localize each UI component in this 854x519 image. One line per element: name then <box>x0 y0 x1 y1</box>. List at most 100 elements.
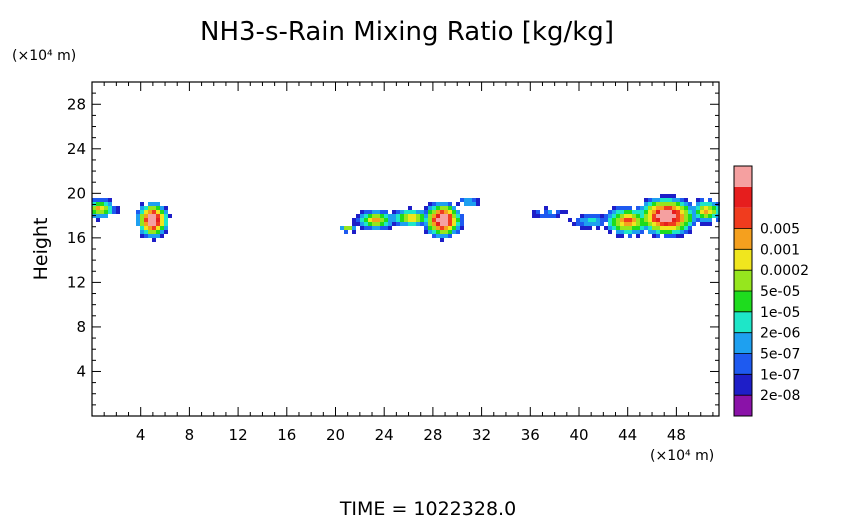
heatmap-cell <box>404 218 408 222</box>
heatmap-cell <box>432 234 436 238</box>
heatmap-cell <box>360 218 364 222</box>
heatmap-cell <box>668 214 672 218</box>
heatmap-cell <box>640 206 644 210</box>
heatmap-cell <box>700 206 704 210</box>
heatmap-cell <box>624 222 628 226</box>
heatmap-cell <box>452 230 456 234</box>
heatmap-cell <box>116 206 120 210</box>
heatmap-cell <box>148 210 152 214</box>
y-axis-label: Height <box>30 218 52 281</box>
heatmap-cell <box>428 214 432 218</box>
heatmap-cell <box>656 210 660 214</box>
heatmap-cell <box>380 210 384 214</box>
heatmap-cell <box>140 210 144 214</box>
colorbar: 2e-08 1e-07 5e-07 2e-06 1e-05 5e-05 0.0002 0.00… <box>733 165 809 417</box>
heatmap-cell <box>604 226 608 230</box>
heatmap-cell <box>96 210 100 214</box>
heatmap-cell <box>684 222 688 226</box>
heatmap-cell <box>672 206 676 210</box>
heatmap-cell <box>396 210 400 214</box>
heatmap-cell <box>164 230 168 234</box>
heatmap-cell <box>144 222 148 226</box>
heatmap-cell <box>144 218 148 222</box>
heatmap-cell <box>444 206 448 210</box>
heatmap-cell <box>448 234 452 238</box>
x-tick-label: 44 <box>618 426 637 444</box>
x-tick-label: 12 <box>229 426 248 444</box>
heatmap-cell <box>656 218 660 222</box>
heatmap-cell <box>532 214 536 218</box>
heatmap-cell <box>632 218 636 222</box>
heatmap-cell <box>388 214 392 218</box>
heatmap-cell <box>160 218 164 222</box>
heatmap-cell <box>160 226 164 230</box>
heatmap-cell <box>456 222 460 226</box>
heatmap-cell <box>672 234 676 238</box>
colorbar-segment <box>734 186 752 208</box>
heatmap-cell <box>624 230 628 234</box>
heatmap-cell <box>704 222 708 226</box>
heatmap-cell <box>668 218 672 222</box>
heatmap-cell <box>164 210 168 214</box>
heatmap-cell <box>420 214 424 218</box>
heatmap-cell <box>580 218 584 222</box>
heatmap-cell <box>648 206 652 210</box>
heatmap-cell <box>680 222 684 226</box>
heatmap-cell <box>136 210 140 214</box>
heatmap-cell <box>144 210 148 214</box>
heatmap-cell <box>148 214 152 218</box>
heatmap-cell <box>644 218 648 222</box>
heatmap-cell <box>144 234 148 238</box>
heatmap-cell <box>424 206 428 210</box>
heatmap-cell <box>408 206 412 210</box>
heatmap-cell <box>556 210 560 214</box>
heatmap-cell <box>692 218 696 222</box>
heatmap-cell <box>636 206 640 210</box>
heatmap-cell <box>668 206 672 210</box>
colorbar-segment <box>734 270 752 291</box>
heatmap-cell <box>96 202 100 206</box>
heatmap-cell <box>144 214 148 218</box>
heatmap-cell <box>668 234 672 238</box>
heatmap-cell <box>448 230 452 234</box>
heatmap-cell <box>108 202 112 206</box>
heatmap-cell <box>436 202 440 206</box>
heatmap-cell <box>432 202 436 206</box>
x-tick-label: 32 <box>472 426 491 444</box>
heatmap-cell <box>452 222 456 226</box>
heatmap-cell <box>424 230 428 234</box>
heatmap-cell <box>440 230 444 234</box>
y-unit-label: (×10⁴ m) <box>12 48 76 64</box>
heatmap-cell <box>608 210 612 214</box>
heatmap-cell <box>424 214 428 218</box>
heatmap-cell <box>440 238 444 242</box>
heatmap-cell <box>348 226 352 230</box>
heatmap-cell <box>620 206 624 210</box>
heatmap-cell <box>380 222 384 226</box>
heatmap-cell <box>452 218 456 222</box>
heatmap-cell <box>456 202 460 206</box>
heatmap-cell <box>680 206 684 210</box>
heatmap-cell <box>164 226 168 230</box>
heatmap-cell <box>344 226 348 230</box>
heatmap-cell <box>624 214 628 218</box>
heatmap-cell <box>640 222 644 226</box>
heatmap-cell <box>440 218 444 222</box>
heatmap-cell <box>600 218 604 222</box>
heatmap-cell <box>440 226 444 230</box>
heatmap-cell <box>428 218 432 222</box>
heatmap-cell <box>612 206 616 210</box>
heatmap-cell <box>616 222 620 226</box>
heatmap-cell <box>676 230 680 234</box>
heatmap-cell <box>104 210 108 214</box>
heatmap-cell <box>660 222 664 226</box>
heatmap-cell <box>368 218 372 222</box>
x-tick-label: 8 <box>185 426 195 444</box>
heatmap-cell <box>632 222 636 226</box>
heatmap-cell <box>152 214 156 218</box>
heatmap-cell <box>644 198 648 202</box>
heatmap-cell <box>672 214 676 218</box>
heatmap-cell <box>140 226 144 230</box>
heatmap-cell <box>700 218 704 222</box>
heatmap-cell <box>684 206 688 210</box>
